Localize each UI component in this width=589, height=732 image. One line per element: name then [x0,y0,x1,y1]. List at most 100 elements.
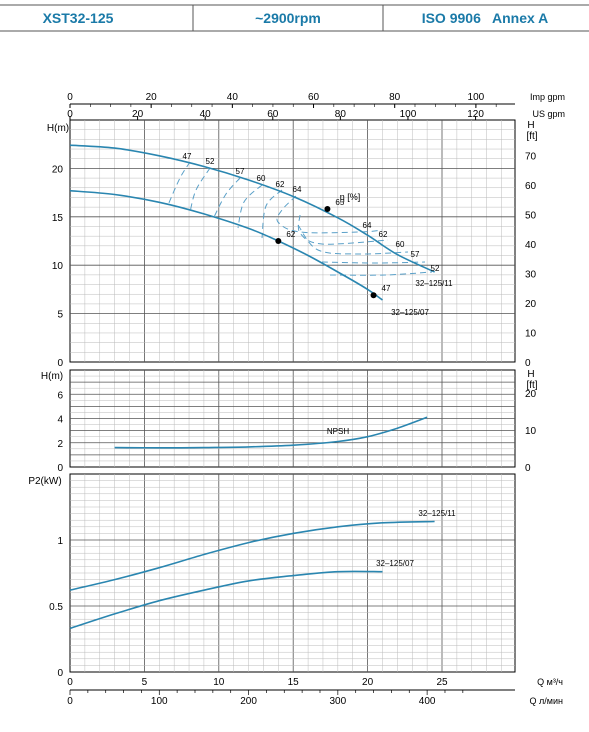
npsh-curve-label: NPSH [327,427,349,436]
lmin-tick-label: 200 [240,696,257,707]
head-y-tick-label: 0 [57,358,63,369]
efficiency-iso-curve [167,161,191,206]
head-right-label: H [527,120,534,131]
efficiency-label: 57 [411,250,420,259]
head-right-unit: [ft] [526,131,537,142]
us-gpm-tick-label: 40 [200,109,212,120]
us-gpm-tick-label: 80 [335,109,347,120]
speed-title: ~2900rpm [255,10,321,26]
header-bar: XST32-125 ~2900rpm ISO 9906 Annex A [0,4,589,32]
power-y-tick-label: 0.5 [49,602,63,613]
npsh-y-tick-label: 4 [57,415,63,426]
m3h-tick-label: 0 [67,677,73,688]
efficiency-label: 52 [431,264,440,273]
efficiency-label: 64 [293,185,302,194]
imp-gpm-tick-label: 80 [389,92,401,103]
bep-marker-label: 65 [335,198,344,207]
npsh-right-tick-label: 20 [525,389,537,400]
efficiency-iso-curve [261,189,283,239]
npsh-right-tick-label: 10 [525,426,537,437]
head-curve [69,189,383,301]
head-y-label: H(m) [47,123,69,134]
head-right-tick-label: 50 [525,210,537,221]
efficiency-label: 62 [379,230,388,239]
efficiency-label: 52 [206,157,215,166]
head-curve-label-07: 32–125/07 [391,308,429,317]
npsh-y-tick-label: 2 [57,439,63,450]
lmin-axis-label: Q л/мин [530,696,563,706]
head-y-tick-label: 10 [52,261,64,272]
us-gpm-tick-label: 120 [467,109,484,120]
npsh-right-label: H [527,369,534,380]
efficiency-iso-curve [213,177,241,218]
npsh-y-label: H(m) [41,371,63,382]
efficiency-iso-curve [297,214,389,245]
lmin-tick-label: 300 [329,696,346,707]
head-right-tick-label: 0 [525,358,531,369]
head-y-tick-label: 20 [52,164,64,175]
head-right-tick-label: 10 [525,328,537,339]
bep-marker [324,206,331,213]
efficiency-iso-curve [297,224,409,255]
us-gpm-axis-label: US gpm [532,109,565,119]
us-gpm-tick-label: 100 [400,109,417,120]
bep-marker-label: 62 [286,230,295,239]
imp-gpm-tick-label: 20 [146,92,158,103]
head-panel-frame [69,119,516,363]
head-right-tick-label: 60 [525,181,537,192]
bep-marker-label: 47 [382,284,391,293]
m3h-tick-label: 10 [213,677,225,688]
efficiency-iso-curve [321,261,426,264]
m3h-tick-label: 15 [288,677,300,688]
power-y-tick-label: 0 [57,668,63,679]
head-curve-label-11: 32–125/11 [415,279,453,288]
head-right-tick-label: 40 [525,240,537,251]
head-y-tick-label: 15 [52,213,64,224]
head-right-tick-label: 30 [525,269,537,280]
eta-label: η [%] [340,192,361,202]
imp-gpm-tick-label: 0 [67,92,73,103]
us-gpm-tick-label: 20 [132,109,144,120]
m3h-axis-label: Q м³/ч [537,677,563,687]
npsh-right-unit: [ft] [526,380,537,391]
bep-marker [370,292,377,299]
m3h-tick-label: 25 [436,677,448,688]
npsh-y-tick-label: 0 [57,463,63,474]
lmin-tick-label: 0 [67,696,73,707]
efficiency-label: 60 [257,174,266,183]
model-title: XST32-125 [43,10,114,26]
power-y-label: P2(kW) [28,476,61,487]
npsh-right-tick-label: 0 [525,463,531,474]
imp-gpm-tick-label: 40 [227,92,239,103]
imp-gpm-axis-label: Imp gpm [530,92,565,102]
head-right-tick-label: 70 [525,151,537,162]
head-curve [69,144,435,273]
imp-gpm-tick-label: 100 [468,92,485,103]
power-curve [69,520,435,591]
m3h-tick-label: 20 [362,677,374,688]
lmin-tick-label: 400 [419,696,436,707]
head-y-tick-label: 5 [57,310,63,321]
power-y-tick-label: 1 [57,536,63,547]
standard-title: ISO 9906 Annex A [422,10,549,26]
lmin-tick-label: 100 [151,696,168,707]
efficiency-label: 60 [396,240,405,249]
efficiency-label: 57 [236,167,245,176]
npsh-y-tick-label: 6 [57,390,63,401]
us-gpm-tick-label: 60 [267,109,279,120]
efficiency-label: 64 [363,221,372,230]
m3h-tick-label: 5 [142,677,148,688]
head-right-tick-label: 20 [525,299,537,310]
efficiency-label: 47 [183,152,192,161]
efficiency-label: 62 [276,180,285,189]
power-curve-label-07: 32–125/07 [376,559,414,568]
power-curve [69,570,383,630]
npsh-curve [114,416,428,449]
power-curve-label-11: 32–125/11 [418,509,456,518]
imp-gpm-tick-label: 60 [308,92,320,103]
us-gpm-tick-label: 0 [67,109,73,120]
efficiency-iso-curve [237,184,263,229]
bep-marker [275,238,282,244]
